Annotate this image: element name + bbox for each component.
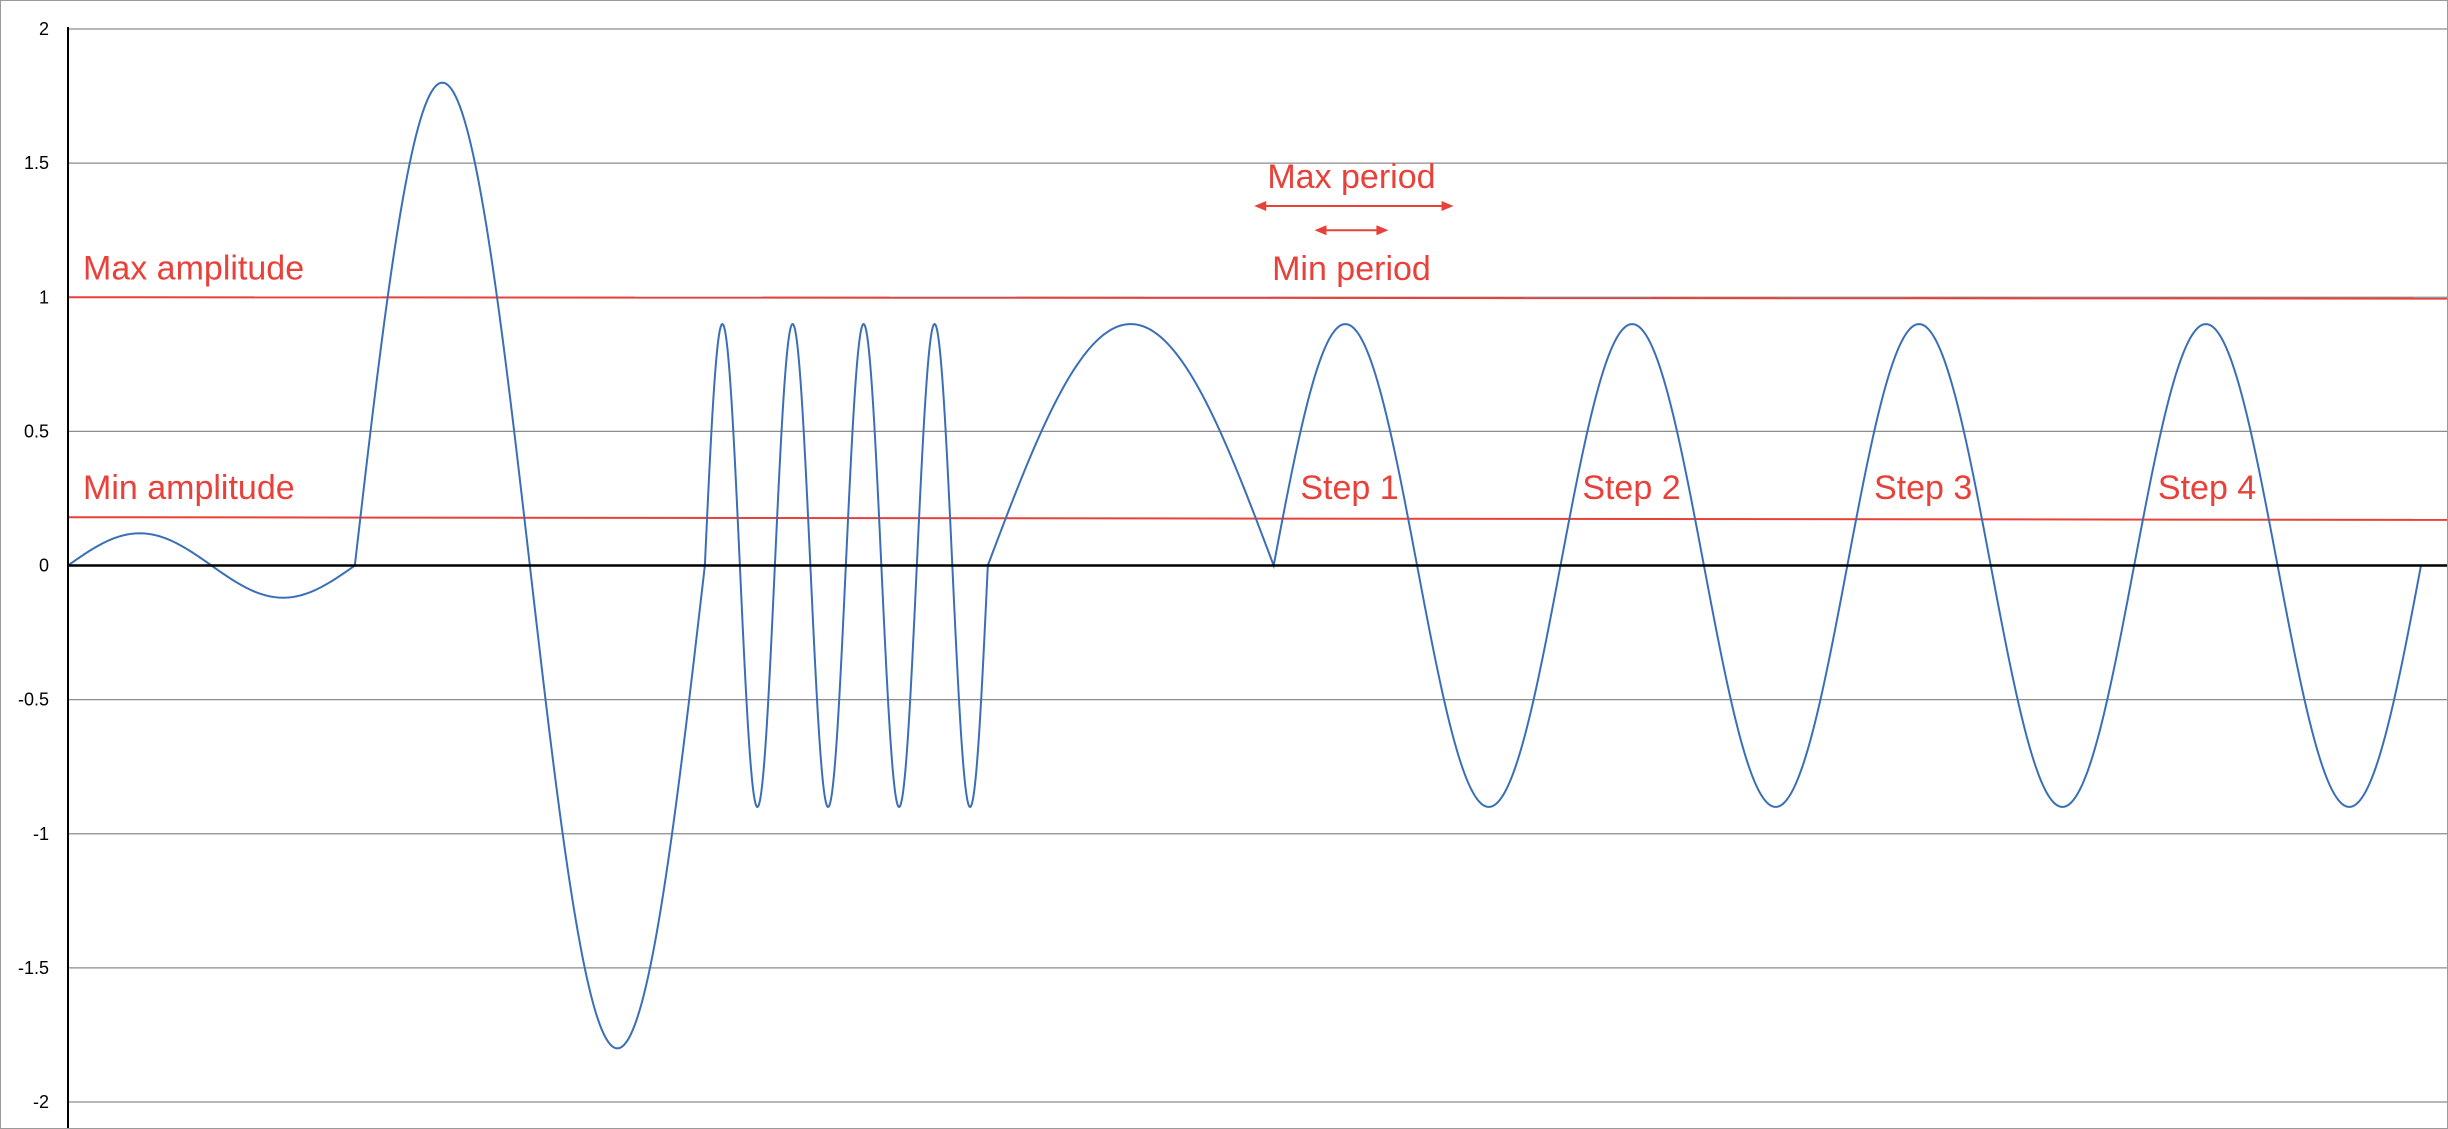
- y-tick-label: 2: [39, 19, 49, 39]
- threshold-label: Min amplitude: [83, 469, 295, 507]
- y-axis-tick-labels: 2 1.5 1 0.5 0 -0.5 -1 -1.5 -2: [18, 19, 49, 1112]
- period-label: Min period: [1272, 250, 1431, 288]
- period-label: Max period: [1267, 158, 1435, 196]
- y-tick-label: -0.5: [18, 690, 49, 710]
- y-tick-label: -1: [33, 824, 49, 844]
- threshold-lines: [67, 296, 2447, 521]
- step-label: Step 2: [1582, 469, 1680, 507]
- y-tick-label: 1: [39, 287, 49, 307]
- arrowhead-right-icon: [1376, 225, 1389, 236]
- y-tick-label: -2: [33, 1092, 49, 1112]
- step-label: Step 1: [1300, 469, 1398, 507]
- y-tick-label: -1.5: [18, 958, 49, 978]
- arrowhead-left-icon: [1254, 201, 1267, 212]
- threshold-line: [67, 516, 2447, 521]
- y-tick-label: 0.5: [24, 421, 49, 441]
- y-tick-label: 1.5: [24, 153, 49, 173]
- threshold-label: Max amplitude: [83, 249, 304, 287]
- annotations: Max amplitude Min amplitude Max period Min …: [83, 158, 2256, 507]
- step-label: Step 3: [1874, 469, 1972, 507]
- y-tick-label: 0: [39, 556, 49, 576]
- threshold-line: [67, 296, 2447, 300]
- arrowhead-left-icon: [1314, 225, 1327, 236]
- axes: [67, 27, 2447, 1128]
- step-label: Step 4: [2158, 469, 2256, 507]
- arrowhead-right-icon: [1441, 201, 1454, 212]
